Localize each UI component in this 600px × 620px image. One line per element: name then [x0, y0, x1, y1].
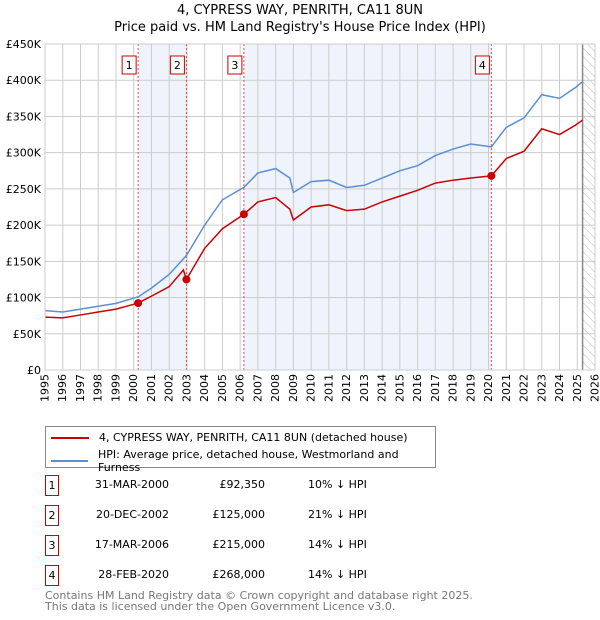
hpi-difference: 10% ↓ HPI [308, 478, 367, 491]
x-tick-label: 2022 [518, 374, 531, 402]
hpi-difference: 21% ↓ HPI [308, 508, 367, 521]
transaction-row: 4 28-FEB-2020 £268,000 14% ↓ HPI [45, 565, 465, 586]
sale-point [134, 299, 143, 308]
legend-label: 4, CYPRESS WAY, PENRITH, CA11 8UN (detac… [99, 431, 408, 444]
x-tick-label: 2018 [447, 374, 460, 402]
sale-label: 1 [126, 59, 133, 72]
sale-point [487, 171, 496, 180]
plot-frame [44, 43, 596, 371]
footer: Contains HM Land Registry data © Crown c… [45, 590, 473, 612]
sale-label: 3 [231, 59, 238, 72]
x-tick-label: 1995 [39, 374, 52, 402]
x-tick-label: 2013 [358, 374, 371, 402]
x-tick-label: 2003 [180, 374, 193, 402]
x-tick-label: 2007 [251, 374, 264, 402]
y-tick-label: £0 [27, 364, 41, 377]
legend-item-hpi: HPI: Average price, detached house, West… [51, 448, 435, 474]
transaction-row: 2 20-DEC-2002 £125,000 21% ↓ HPI [45, 505, 465, 526]
y-tick-label: £50K [13, 328, 42, 341]
x-tick-label: 2012 [340, 374, 353, 402]
legend-label: HPI: Average price, detached house, West… [97, 448, 399, 474]
hpi-line [44, 81, 584, 313]
y-tick-label: £350K [6, 110, 42, 123]
x-tick-label: 2002 [163, 374, 176, 402]
chart-title: 4, CYPRESS WAY, PENRITH, CA11 8UN Price p… [0, 2, 600, 36]
x-tick-label: 2000 [127, 374, 140, 402]
transaction-row: 3 17-MAR-2006 £215,000 14% ↓ HPI [45, 535, 465, 556]
sale-label-box [474, 55, 490, 75]
sale-label-box [121, 55, 137, 75]
sale-point [182, 275, 191, 284]
x-tick-label: 2008 [269, 374, 282, 402]
x-tick-label: 2020 [482, 374, 495, 402]
sale-date: 28-FEB-2020 [98, 568, 169, 581]
y-tick-label: £300K [6, 147, 42, 160]
x-tick-label: 2004 [198, 374, 211, 402]
y-tick-label: £250K [6, 183, 42, 196]
x-tick-label: 2025 [571, 374, 584, 402]
x-tick-label: 2014 [376, 374, 389, 402]
sale-number-badge: 2 [45, 505, 59, 526]
y-tick-label: £450K [6, 38, 42, 51]
legend: 4, CYPRESS WAY, PENRITH, CA11 8UN (detac… [45, 426, 436, 474]
y-tick-label: £150K [6, 255, 42, 268]
price-chart: 1995 1996 1997 1998 1999 2000 2001 2002 2003 2004… [6, 38, 600, 402]
x-tick-label: 2010 [305, 374, 318, 402]
x-tick-label: 1999 [109, 374, 122, 402]
sale-label: 2 [174, 59, 181, 72]
sale-price: £92,350 [219, 478, 266, 491]
x-tick-label: 2026 [589, 374, 600, 402]
x-tick-label: 2001 [145, 374, 158, 402]
legend-item-property: 4, CYPRESS WAY, PENRITH, CA11 8UN (detac… [51, 431, 408, 444]
legend-swatch [51, 436, 89, 439]
sale-number-badge: 3 [45, 535, 59, 556]
property-price-line [44, 119, 584, 319]
footer-line: This data is licensed under the Open Gov… [45, 600, 396, 613]
hpi-difference: 14% ↓ HPI [308, 538, 367, 551]
x-tick-label: 2019 [464, 374, 477, 402]
x-tick-label: 2006 [234, 374, 247, 402]
sale-point [239, 210, 248, 219]
x-tick-label: 2023 [535, 374, 548, 402]
sale-number-badge: 1 [45, 475, 59, 496]
sale-price: £125,000 [212, 508, 266, 521]
shaded-period [138, 44, 187, 370]
sale-date: 20-DEC-2002 [95, 508, 169, 521]
x-tick-label: 2005 [216, 374, 229, 402]
x-tick-label: 2016 [411, 374, 424, 402]
sale-price: £268,000 [212, 568, 266, 581]
transaction-row: 1 31-MAR-2000 £92,350 10% ↓ HPI [45, 475, 465, 496]
subtitle: Price paid vs. HM Land Registry's House … [114, 20, 486, 35]
footer-line: Contains HM Land Registry data © Crown c… [45, 589, 473, 602]
sale-label: 4 [479, 59, 486, 72]
x-tick-label: 2009 [287, 374, 300, 402]
y-tick-label: £200K [6, 219, 42, 232]
sale-label-box [169, 55, 185, 75]
x-tick-label: 2011 [322, 374, 335, 402]
sale-label-box [227, 55, 243, 75]
hpi-difference: 14% ↓ HPI [308, 568, 367, 581]
sale-price: £215,000 [212, 538, 266, 551]
x-tick-label: 2015 [393, 374, 406, 402]
title: 4, CYPRESS WAY, PENRITH, CA11 8UN [176, 3, 424, 18]
sale-date: 31-MAR-2000 [94, 478, 169, 491]
x-tick-label: 2021 [500, 374, 513, 402]
x-tick-label: 1997 [74, 374, 87, 402]
sale-number-badge: 4 [45, 565, 59, 586]
x-tick-label: 1996 [56, 374, 69, 402]
legend-swatch [51, 460, 88, 462]
forecast-hatch [582, 44, 595, 370]
x-tick-label: 1998 [92, 374, 105, 402]
shaded-period [243, 44, 492, 370]
sale-date: 17-MAR-2006 [94, 538, 169, 551]
y-tick-label: £400K [6, 74, 42, 87]
y-tick-label: £100K [6, 292, 42, 305]
x-tick-label: 2024 [553, 374, 566, 402]
x-tick-label: 2017 [429, 374, 442, 402]
